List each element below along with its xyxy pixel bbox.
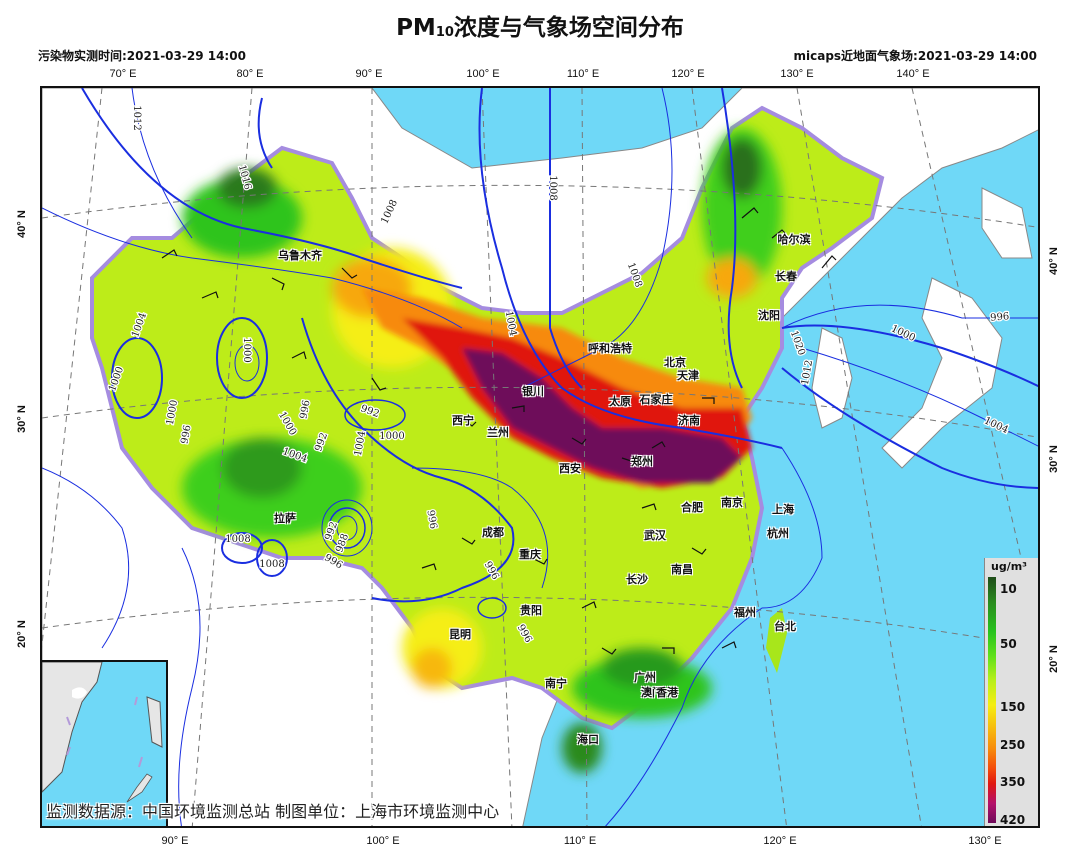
isobar-label: 1000 [379, 431, 404, 442]
longitude-label: 90° E [161, 835, 189, 847]
longitude-label: 90° E [355, 68, 383, 80]
legend-tick-label: 250 [1000, 738, 1026, 752]
city-label: 台北 [774, 620, 796, 633]
city-label: 北京 [664, 356, 686, 369]
south-china-sea-inset [42, 660, 168, 826]
city-label: 济南 [678, 414, 700, 427]
city-label: 成都 [482, 526, 504, 539]
isobar-label: 1012 [131, 105, 142, 130]
city-label: 福州 [734, 606, 756, 619]
city-label: 哈尔滨 [777, 233, 811, 246]
isobar-label: 1000 [165, 399, 180, 426]
data-source-credit: 监测数据源：中国环境监测总站 制图单位：上海市环境监测中心 [46, 802, 500, 821]
city-label: 乌鲁木齐 [278, 249, 322, 262]
isobar-label: 996 [298, 399, 312, 420]
pm10-field [90, 105, 885, 773]
latitude-label: 20° N [1047, 645, 1060, 673]
city-label: 重庆 [519, 548, 541, 561]
city-label: 香港 [656, 686, 678, 699]
latitude-label: 40° N [1047, 247, 1060, 275]
city-label: 天津 [677, 369, 699, 382]
met-field-time: micaps近地面气象场:2021-03-29 14:00 [793, 49, 1038, 63]
city-label: 西安 [559, 462, 581, 475]
isobar-label: 996 [179, 424, 193, 445]
isobar-label: 1000 [241, 337, 252, 362]
legend-tick-label: 150 [1000, 700, 1026, 714]
map-canvas[interactable]: 1012 1016 1008 1008 1004 1008 1004 1000 1000 1000… [40, 86, 1040, 828]
city-label: 郑州 [631, 455, 653, 468]
isobar-label: 996 [424, 509, 438, 530]
city-label: 沈阳 [758, 309, 780, 322]
isobar-label: 1008 [547, 175, 558, 200]
city-label: 合肥 [681, 501, 703, 514]
isobar-label: 1020 [788, 329, 807, 357]
legend-tick-label: 420 [1000, 813, 1026, 827]
latitude-label: 30° N [1047, 445, 1060, 473]
city-label: 石家庄 [639, 393, 673, 406]
longitude-label: 70° E [109, 68, 137, 80]
city-label: 南宁 [545, 677, 567, 690]
latitude-label: 30° N [15, 405, 28, 433]
city-label: 呼和浩特 [588, 342, 632, 355]
longitude-label: 110° E [566, 68, 600, 80]
legend-tick-label: 350 [1000, 775, 1026, 789]
longitude-label: 110° E [563, 835, 597, 847]
longitude-label: 130° E [780, 68, 814, 80]
legend-unit: ug/m³ [991, 560, 1028, 573]
isobars [42, 88, 1038, 826]
longitude-label: 120° E [763, 835, 797, 847]
city-label: 武汉 [644, 529, 666, 542]
city-label: 太原 [609, 395, 631, 408]
legend-tick-label: 50 [1000, 637, 1017, 651]
latitude-label: 20° N [15, 620, 28, 648]
city-label: 长沙 [626, 573, 648, 586]
isobar-label: 1008 [259, 559, 284, 570]
map-layers: 1012101610081008100410081004100010001000… [42, 88, 1038, 826]
city-label: 南昌 [671, 563, 693, 576]
longitude-label: 100° E [466, 68, 500, 80]
longitude-label: 140° E [896, 68, 930, 80]
taiwan-land [766, 608, 787, 673]
longitude-label: 130° E [968, 835, 1002, 847]
latitude-label: 40° N [15, 210, 28, 238]
longitude-label: 100° E [366, 835, 400, 847]
city-label: 南京 [721, 496, 743, 509]
city-label: 长春 [775, 270, 797, 283]
isobar-label: 1000 [889, 323, 917, 344]
legend-color-ramp [988, 577, 996, 823]
isobar-label: 1008 [225, 534, 250, 545]
isobar-label: 1004 [982, 415, 1010, 436]
city-label: 西宁 [452, 414, 474, 427]
city-label: 兰州 [487, 426, 509, 439]
city-label: 海口 [577, 733, 599, 746]
city-label: 澳门 [641, 686, 663, 699]
wind-barbs [161, 207, 837, 655]
city-label: 银川 [522, 385, 544, 398]
longitude-label: 80° E [236, 68, 264, 80]
pollutant-time: 污染物实测时间:2021-03-29 14:00 [38, 49, 246, 63]
city-label: 上海 [772, 503, 794, 516]
city-label: 杭州 [767, 527, 789, 540]
city-label: 广州 [634, 671, 656, 684]
legend-tick-label: 10 [1000, 582, 1017, 596]
longitude-label: 120° E [671, 68, 705, 80]
city-label: 昆明 [449, 628, 471, 641]
city-label: 贵阳 [520, 604, 542, 617]
graticule [42, 88, 1038, 826]
pm10-colorbar-legend: ug/m³ 10 50 150 250 350 420 [984, 558, 1038, 826]
city-label: 拉萨 [274, 512, 296, 525]
page-title: PM10浓度与气象场空间分布 [396, 15, 684, 41]
isobar-label: 996 [990, 311, 1010, 324]
